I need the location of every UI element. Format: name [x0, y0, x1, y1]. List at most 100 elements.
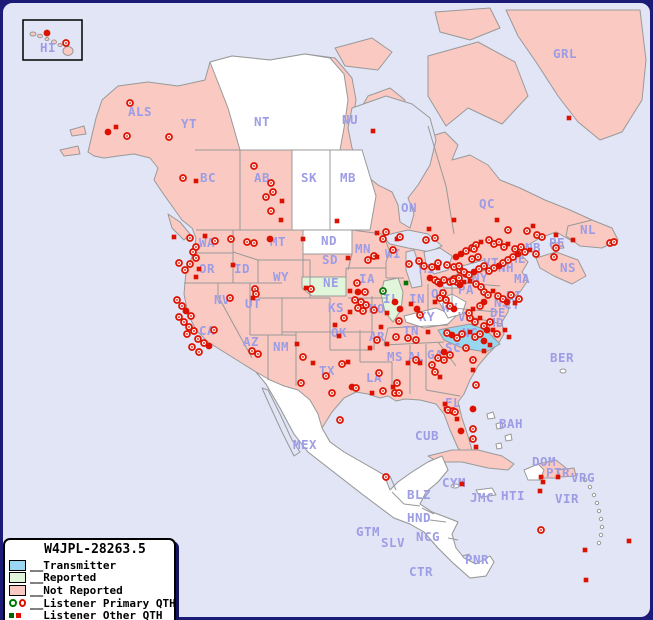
listener-cluster-marker: [396, 305, 404, 313]
listener-other-marker: [473, 444, 479, 450]
region-BER: [559, 368, 567, 374]
marker-center-dot: [472, 359, 474, 361]
label-BC: BC: [200, 170, 216, 185]
marker-center-dot: [475, 283, 477, 285]
marker-center-dot: [434, 371, 436, 373]
region-victoria-island[interactable]: [334, 37, 393, 71]
listener-other-marker-green: [403, 280, 409, 286]
legend-swatch-rect: [9, 559, 26, 571]
marker-center-dot: [385, 231, 387, 233]
listener-other-marker: [570, 237, 576, 243]
marker-center-dot: [540, 529, 542, 531]
region-GRL[interactable]: [505, 9, 647, 141]
marker-center-dot: [188, 326, 190, 328]
marker-center-dot: [507, 259, 509, 261]
marker-center-dot: [472, 428, 474, 430]
listener-cluster-marker: [266, 235, 274, 243]
marker-center-dot: [392, 249, 394, 251]
region-ellesmere[interactable]: [434, 7, 501, 41]
legend-items: __Transmitter __Reported __Not Reported __L…: [9, 559, 176, 620]
label-ON: ON: [401, 200, 417, 215]
station-frequency-title: W4JPL-28263.5: [44, 542, 146, 557]
marker-center-dot: [357, 307, 359, 309]
label-WY: WY: [273, 269, 289, 284]
marker-center-dot: [480, 286, 482, 288]
marker-center-dot: [198, 351, 200, 353]
marker-center-dot: [253, 242, 255, 244]
marker-center-dot: [514, 248, 516, 250]
marker-center-dot: [189, 237, 191, 239]
listener-other-marker: [527, 247, 533, 253]
marker-center-dot: [325, 375, 327, 377]
listener-other-marker: [334, 218, 340, 224]
region-CUB[interactable]: [427, 449, 515, 471]
listener-cluster-marker: [413, 305, 421, 313]
marker-center-dot: [385, 476, 387, 478]
marker-center-dot: [189, 263, 191, 265]
label-OK: OK: [331, 325, 347, 340]
label-DOM: DOM: [532, 454, 556, 469]
label-YT: YT: [181, 116, 197, 131]
marker-center-dot: [488, 270, 490, 272]
marker-center-dot: [339, 419, 341, 421]
label-NE: NE: [323, 275, 339, 290]
listener-other-marker: [487, 342, 493, 348]
marker-center-dot: [230, 238, 232, 240]
marker-center-dot: [365, 304, 367, 306]
marker-center-dot: [398, 392, 400, 394]
region-PTR[interactable]: [557, 467, 577, 478]
marker-center-dot: [186, 333, 188, 335]
marker-center-dot: [487, 294, 489, 296]
listener-other-marker: [374, 254, 380, 260]
region-NS[interactable]: [535, 251, 587, 285]
marker-center-dot: [382, 238, 384, 240]
marker-center-dot: [456, 337, 458, 339]
marker-center-dot: [257, 353, 259, 355]
label-MB: MB: [340, 170, 356, 185]
marker-center-dot: [437, 262, 439, 264]
listener-other-marker: [505, 241, 511, 247]
region-aleutians[interactable]: [59, 125, 87, 157]
label-GTM: GTM: [356, 524, 380, 539]
marker-center-dot: [396, 382, 398, 384]
marker-center-dot: [213, 329, 215, 331]
listener-other-marker: [626, 538, 632, 544]
marker-center-dot: [425, 239, 427, 241]
marker-center-dot: [473, 248, 475, 250]
marker-center-dot: [182, 177, 184, 179]
listener-other-marker: [425, 329, 431, 335]
listener-other-marker: [294, 341, 300, 347]
label-ID: ID: [234, 261, 250, 276]
listener-other-marker: [345, 255, 351, 261]
marker-center-dot: [465, 347, 467, 349]
label-JMC: JMC: [470, 490, 494, 505]
region-BAH[interactable]: [486, 411, 513, 450]
marker-center-dot: [496, 333, 498, 335]
listener-other-marker: [478, 239, 484, 245]
region-SK[interactable]: [291, 149, 331, 231]
region-JMC[interactable]: [475, 487, 497, 498]
region-MEX-CA[interactable]: [255, 371, 495, 579]
listener-other-marker: [300, 236, 306, 242]
legend-item-label: __Listener Other QTH: [30, 609, 163, 620]
region-NT[interactable]: [209, 53, 349, 151]
lesser-antilles: [582, 477, 605, 546]
marker-center-dot: [443, 359, 445, 361]
region-baffin[interactable]: [427, 41, 529, 127]
region-MB[interactable]: [329, 149, 377, 231]
listener-other-marker: [196, 266, 202, 272]
marker-center-dot: [407, 337, 409, 339]
label-TN: TN: [403, 323, 419, 338]
marker-center-dot: [468, 274, 470, 276]
label-ALS: ALS: [128, 104, 152, 119]
listener-cluster-marker: [452, 253, 460, 261]
marker-center-dot: [302, 356, 304, 358]
region-CYM[interactable]: [450, 483, 460, 489]
marker-center-dot: [229, 297, 231, 299]
marker-center-dot: [536, 234, 538, 236]
listener-other-marker: [481, 348, 487, 354]
legend-panel[interactable]: W4JPL-28263.5 __Transmitter __Reported __N…: [3, 538, 176, 620]
listener-other-marker: [384, 310, 390, 316]
